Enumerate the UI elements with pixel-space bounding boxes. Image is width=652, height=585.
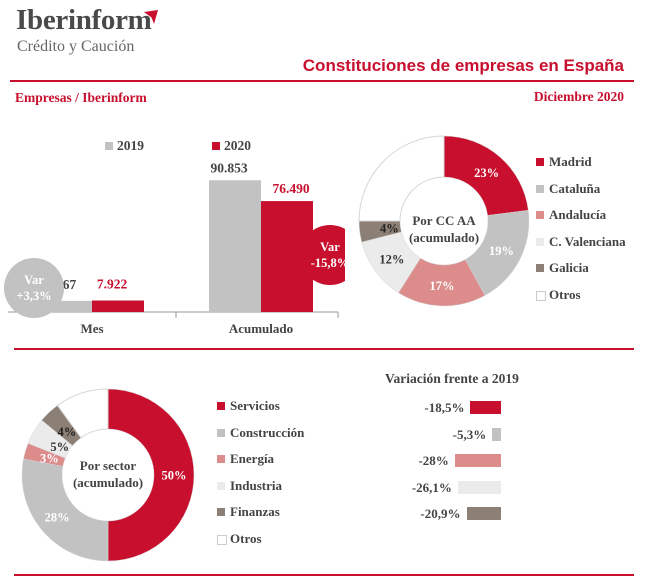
donut-slice-label: 19% — [489, 244, 514, 258]
legend-swatch — [217, 402, 225, 410]
donut-center-label: Por CC AA — [412, 213, 476, 228]
variation-bubble-line1: Var — [320, 240, 340, 254]
page-title: Constituciones de empresas en España — [302, 56, 624, 75]
variation-bubble-circle — [4, 258, 64, 318]
legend-label: C. Valenciana — [549, 233, 626, 249]
legend-swatch — [536, 264, 544, 272]
header-divider — [10, 80, 634, 82]
bar-acumulado-2019 — [209, 180, 261, 312]
bar-value-label: 76.490 — [272, 181, 309, 196]
logo-name: Iberinform — [16, 4, 152, 36]
bar-mes-2020 — [92, 300, 144, 312]
companies-bar-chart: 7.6677.922Mes90.85376.490Acumulado201920… — [4, 138, 345, 336]
variation-bar-finanzas — [466, 507, 501, 520]
legend-label: Construcción — [230, 424, 305, 440]
bar-legend-label: 2019 — [117, 138, 144, 153]
legend-swatch — [217, 534, 227, 545]
donut-center-label: (acumulado) — [409, 230, 479, 245]
donut-slice-construcci-n — [21, 458, 109, 562]
variation-bubble-line2: +3,3% — [16, 289, 51, 303]
donut-slice-label: 4% — [380, 221, 399, 235]
variation-bar-servicios — [470, 401, 501, 414]
variation-value-label: -18,5% — [424, 400, 465, 415]
donut-slice-label: 50% — [162, 469, 187, 483]
donut-slice-label: 28% — [45, 511, 70, 525]
donut-center-label: Por sector — [80, 458, 137, 473]
legend-label: Andalucía — [549, 207, 607, 222]
legend-swatch — [536, 237, 544, 246]
variation-bubble: Var -15,8% — [300, 225, 345, 285]
middle-divider — [14, 348, 634, 350]
region-donut-chart: 23% 19% 17% 12% 4% Por CC AA (acumulado) — [358, 135, 530, 307]
donut-slice-otros — [358, 135, 445, 222]
variation-value-label: -28% — [418, 453, 449, 468]
legend-label: Finanzas — [230, 504, 280, 519]
legend-swatch — [217, 428, 225, 437]
variation-bar-industria — [457, 480, 501, 494]
donut-slice-label: 5% — [50, 440, 69, 454]
logo-subtitle: Crédito y Caución — [17, 38, 135, 55]
logo-arrow-icon — [144, 10, 158, 24]
donut-slice-label: 17% — [429, 279, 454, 293]
bar-legend-swatch — [212, 142, 220, 150]
legend-swatch — [536, 184, 544, 193]
sector-donut-chart: 50% 28% 3%5%4% Por sector (acumulado) — [21, 388, 195, 562]
legend-swatch — [217, 508, 225, 516]
bar-value-label: 90.853 — [210, 160, 247, 175]
bar-legend-swatch — [105, 142, 113, 150]
legend-swatch — [536, 158, 544, 166]
variation-value-label: -20,9% — [420, 506, 461, 521]
donut-slice-servicios — [107, 388, 195, 562]
legend-swatch — [536, 211, 544, 219]
legend-label: Servicios — [230, 398, 280, 413]
legend-label: Galicia — [549, 260, 589, 275]
donut-center-label: (acumulado) — [73, 475, 143, 490]
bar-value-label: 7.922 — [97, 277, 128, 292]
variation-value-label: -26,1% — [411, 479, 452, 495]
legend-label: Madrid — [549, 154, 592, 169]
donut-slice-label: 12% — [379, 252, 404, 266]
date-label: Diciembre 2020 — [533, 89, 624, 104]
bar-mes-2019 — [40, 300, 92, 312]
variation-title: Variación frente a 2019 — [385, 371, 519, 386]
legend-swatch — [536, 290, 546, 301]
legend-label: Energía — [230, 451, 275, 466]
legend-label: Otros — [549, 286, 581, 302]
variation-bubble-circle — [300, 225, 345, 285]
variation-bar-energ-a — [454, 454, 501, 467]
donut-slice-label: 3% — [40, 451, 59, 465]
source-label: Empresas / Iberinform — [15, 90, 147, 105]
bar-legend-label: 2020 — [224, 138, 251, 153]
variation-bar-construcci-n — [492, 427, 501, 441]
donut-slice-label: 23% — [474, 166, 499, 180]
variation-bubble: Var +3,3% — [4, 258, 64, 318]
donut-slice-label: 4% — [58, 425, 77, 439]
legend-label: Cataluña — [549, 180, 601, 196]
legend-swatch — [217, 481, 225, 490]
bar-category-label: Acumulado — [229, 321, 293, 336]
bar-category-label: Mes — [80, 321, 103, 336]
legend-label: Industria — [230, 477, 283, 493]
footer-divider — [14, 574, 634, 576]
legend-swatch — [217, 455, 225, 463]
donut-slice-otros — [56, 388, 109, 439]
variation-bubble-line1: Var — [24, 273, 44, 287]
variation-value-label: -5,3% — [452, 426, 487, 442]
legend-label: Otros — [230, 530, 262, 546]
variation-bubble-line2: -15,8% — [311, 256, 345, 270]
